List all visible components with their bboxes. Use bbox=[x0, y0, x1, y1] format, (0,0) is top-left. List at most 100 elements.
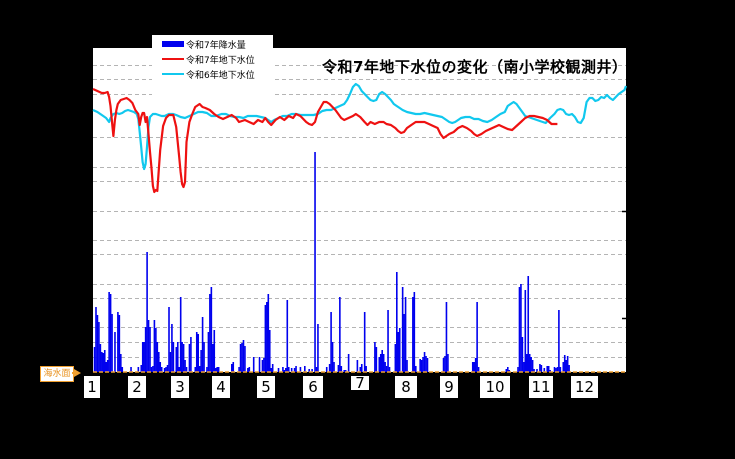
rainfall-bar bbox=[101, 352, 103, 372]
rainfall-bar bbox=[299, 367, 302, 372]
rainfall-bar bbox=[404, 297, 407, 372]
sea-level-arrow-icon bbox=[74, 369, 81, 377]
legend-item-groundwater-2024: 令和6年地下水位 bbox=[162, 67, 255, 81]
rainfall-bar bbox=[474, 358, 477, 372]
rainfall-bar bbox=[546, 366, 549, 372]
rainfall-bar bbox=[340, 366, 343, 372]
rainfall-bar bbox=[375, 347, 378, 372]
rainfall-bar bbox=[102, 353, 105, 372]
rainfall-bar bbox=[106, 360, 109, 372]
rainfall-bar bbox=[315, 367, 318, 372]
rainfall-bar bbox=[394, 344, 397, 372]
rainfall-bar bbox=[175, 347, 178, 372]
rainfall-bar bbox=[114, 332, 116, 372]
legend-swatch-line bbox=[162, 58, 184, 60]
rainfall-bar bbox=[506, 367, 509, 372]
rainfall-bar bbox=[549, 370, 551, 372]
rainfall-bar bbox=[304, 366, 306, 372]
rainfall-bar bbox=[397, 332, 400, 372]
rainfall-bar bbox=[232, 362, 235, 372]
rainfall-bar bbox=[263, 358, 265, 372]
rainfall-bar bbox=[286, 300, 289, 372]
rainfall-bar bbox=[217, 367, 220, 372]
rainfall-bar bbox=[203, 342, 205, 372]
rainfall-bar bbox=[477, 367, 480, 372]
rainfall-bar bbox=[528, 354, 531, 372]
axis-ticks bbox=[622, 210, 626, 320]
rainfall-bar bbox=[160, 367, 163, 372]
rainfall-bar bbox=[168, 307, 170, 372]
rainfall-bar bbox=[152, 366, 154, 372]
rainfall-bar bbox=[165, 367, 167, 372]
rainfall-bar bbox=[311, 369, 313, 372]
rainfall-bar bbox=[530, 357, 532, 372]
rainfall-bar bbox=[108, 292, 110, 372]
rainfall-bar bbox=[388, 367, 391, 372]
rainfall-bar bbox=[525, 354, 528, 372]
rainfall-bar bbox=[343, 370, 346, 372]
rainfall-bar bbox=[295, 366, 297, 372]
rainfall-bar bbox=[337, 365, 340, 372]
rainfall-bar bbox=[242, 340, 245, 372]
month-label-5: 5 bbox=[257, 376, 275, 398]
rainfall-bar bbox=[422, 357, 424, 372]
rainfall-bar bbox=[266, 302, 268, 372]
rainfall-bar bbox=[171, 324, 173, 372]
rainfall-bar bbox=[347, 354, 350, 372]
rainfall-bar bbox=[442, 358, 445, 372]
rainfall-bar bbox=[520, 284, 522, 372]
rainfall-bar bbox=[206, 367, 208, 372]
rainfall-bar bbox=[524, 290, 527, 372]
rainfall-bar bbox=[445, 302, 448, 372]
rainfall-bar bbox=[412, 297, 414, 372]
rainfall-bar bbox=[553, 367, 556, 372]
rainfall-bar bbox=[382, 354, 385, 372]
rainfall-bar bbox=[293, 368, 296, 372]
rainfall-bar bbox=[374, 342, 376, 372]
rainfall-bar bbox=[111, 314, 113, 372]
rainfall-bar bbox=[385, 366, 388, 372]
rainfall-bar bbox=[414, 366, 417, 372]
rainfall-bar bbox=[105, 362, 108, 372]
groundwater-lines bbox=[92, 82, 628, 194]
rainfall-bars bbox=[93, 152, 570, 372]
rainfall-bar bbox=[241, 343, 243, 372]
rainfall-bar bbox=[403, 314, 405, 372]
legend-swatch-bar bbox=[162, 41, 184, 47]
rainfall-bar bbox=[539, 364, 541, 372]
rainfall-bar bbox=[268, 330, 271, 372]
rainfall-bar bbox=[147, 320, 150, 372]
rainfall-bar bbox=[540, 365, 543, 372]
rainfall-bar bbox=[565, 360, 567, 372]
rainfall-bar bbox=[413, 292, 416, 372]
rainfall-bar bbox=[121, 367, 124, 372]
month-label-10: 10 bbox=[480, 376, 510, 398]
month-label-8: 8 bbox=[395, 376, 417, 398]
rainfall-bar bbox=[283, 370, 286, 372]
rainfall-bar bbox=[117, 312, 119, 372]
rainfall-bar bbox=[505, 369, 508, 372]
rainfall-bar bbox=[264, 305, 267, 372]
legend-label: 令和7年降水量 bbox=[186, 40, 246, 51]
rainfall-bar bbox=[207, 332, 210, 372]
rainfall-bar bbox=[508, 370, 511, 372]
rainfall-bar bbox=[201, 317, 204, 372]
rainfall-bar bbox=[156, 342, 159, 372]
gridlines bbox=[93, 65, 626, 358]
rainfall-bar bbox=[239, 344, 242, 372]
rainfall-bar bbox=[420, 360, 423, 372]
rainfall-bar bbox=[166, 365, 169, 372]
rainfall-bar bbox=[198, 366, 201, 372]
rainfall-bar bbox=[568, 365, 570, 372]
rainfall-bar bbox=[543, 368, 546, 372]
rainfall-bar bbox=[536, 369, 538, 372]
rainfall-bar bbox=[317, 324, 319, 372]
rainfall-bar bbox=[130, 367, 132, 372]
rainfall-bar bbox=[285, 368, 287, 372]
month-label-11: 11 bbox=[529, 376, 553, 398]
groundwater-line bbox=[92, 82, 628, 171]
rainfall-bar bbox=[378, 357, 381, 372]
rainfall-bar bbox=[555, 368, 557, 372]
